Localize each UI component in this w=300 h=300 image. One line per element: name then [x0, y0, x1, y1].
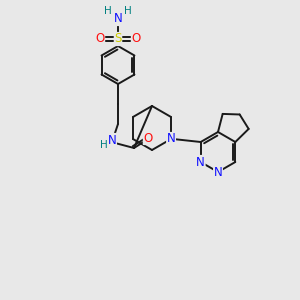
- Text: N: N: [196, 155, 205, 169]
- Text: O: O: [143, 131, 153, 145]
- Text: O: O: [95, 32, 105, 46]
- Text: S: S: [114, 32, 122, 46]
- Text: H: H: [104, 6, 112, 16]
- Text: H: H: [100, 140, 108, 150]
- Text: H: H: [124, 6, 132, 16]
- Text: N: N: [114, 13, 122, 26]
- Text: N: N: [214, 166, 222, 178]
- Text: O: O: [131, 32, 141, 46]
- Text: N: N: [108, 134, 116, 146]
- Text: N: N: [167, 133, 176, 146]
